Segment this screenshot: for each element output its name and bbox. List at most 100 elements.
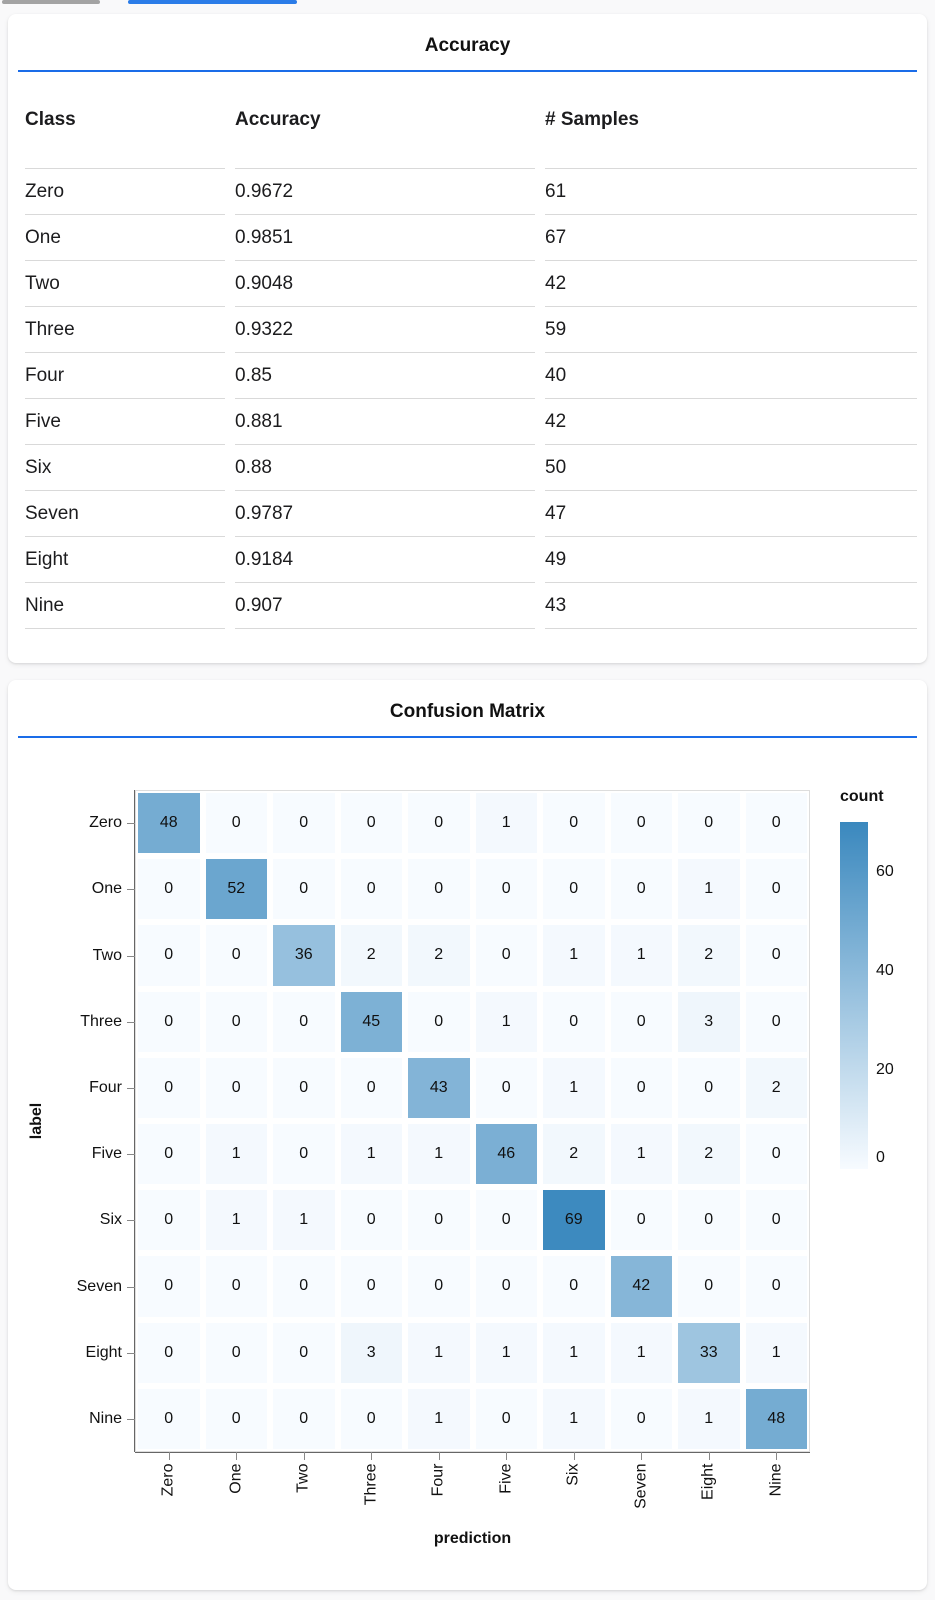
matrix-cell: 0	[743, 1187, 811, 1253]
y-tick	[127, 823, 135, 825]
matrix-cell-value: 1	[475, 1322, 537, 1383]
matrix-cell-value: 46	[475, 1124, 537, 1185]
y-tick-label: Three	[80, 1012, 122, 1030]
matrix-cell-value: 2	[678, 1124, 740, 1185]
matrix-cell: 42	[608, 1253, 676, 1319]
matrix-cell-value: 0	[340, 859, 402, 920]
matrix-cell-value: 0	[610, 859, 672, 920]
title-underline	[18, 70, 917, 72]
matrix-cell: 1	[270, 1187, 338, 1253]
matrix-cell: 0	[270, 1055, 338, 1121]
matrix-cell-value: 0	[273, 1322, 335, 1383]
matrix-cell: 0	[473, 1187, 541, 1253]
matrix-cell-value: 0	[205, 991, 267, 1052]
matrix-cell-value: 1	[543, 925, 605, 986]
x-axis-title: prediction	[433, 1530, 512, 1547]
matrix-cell-value: 0	[610, 1388, 672, 1449]
matrix-cell-value: 0	[205, 1388, 267, 1449]
matrix-cell-value: 0	[475, 1256, 537, 1317]
matrix-cell-value: 0	[138, 1256, 200, 1317]
title-underline	[18, 736, 917, 738]
x-tick	[506, 1452, 508, 1460]
matrix-cell-value: 0	[543, 793, 605, 854]
matrix-cell: 0	[203, 1386, 271, 1452]
cell-accuracy: 0.9672	[235, 169, 535, 215]
y-tick	[127, 889, 135, 891]
matrix-cell-value: 1	[610, 1322, 672, 1383]
matrix-cell-value: 0	[678, 1256, 740, 1317]
matrix-cell-value: 0	[273, 1057, 335, 1118]
matrix-cell: 0	[540, 790, 608, 856]
y-tick-label: Nine	[89, 1409, 122, 1427]
matrix-cell: 0	[608, 1187, 676, 1253]
matrix-cell-value: 1	[543, 1322, 605, 1383]
legend-tick-label: 60	[876, 862, 894, 880]
y-tick	[127, 955, 135, 957]
matrix-cell: 43	[405, 1055, 473, 1121]
column-header-class: Class	[25, 72, 225, 169]
matrix-cell: 0	[540, 1253, 608, 1319]
matrix-cell: 0	[135, 856, 203, 922]
cell-samples: 59	[545, 307, 917, 353]
matrix-cell-value: 0	[205, 1256, 267, 1317]
matrix-cell: 0	[608, 1055, 676, 1121]
cell-accuracy: 0.85	[235, 353, 535, 399]
matrix-cell-value: 1	[273, 1190, 335, 1251]
y-tick-label: Five	[91, 1145, 122, 1163]
matrix-cell-value: 0	[745, 925, 807, 986]
matrix-cell-value: 2	[340, 925, 402, 986]
y-tick	[127, 1087, 135, 1089]
matrix-cell: 48	[743, 1386, 811, 1452]
matrix-cell: 3	[338, 1320, 406, 1386]
accuracy-card-title: Accuracy	[424, 35, 511, 56]
matrix-cell: 0	[338, 1253, 406, 1319]
matrix-cell-value: 0	[543, 991, 605, 1052]
matrix-cell-value: 0	[138, 1322, 200, 1383]
legend-tick-label: 40	[876, 961, 894, 979]
matrix-cell-value: 0	[745, 1256, 807, 1317]
matrix-cell: 1	[540, 922, 608, 988]
matrix-cell: 0	[270, 856, 338, 922]
cell-class: Seven	[25, 491, 225, 537]
matrix-cell: 1	[540, 1386, 608, 1452]
matrix-cell-value: 0	[138, 1057, 200, 1118]
y-tick	[127, 1286, 135, 1288]
matrix-cell: 1	[405, 1386, 473, 1452]
matrix-cell: 0	[203, 1320, 271, 1386]
confusion-matrix-card: Confusion Matrix 48 0 0 0 0 1 0 0 0 0 0 52 0 0 0 0 0 0 1 0 0…	[8, 680, 927, 1590]
matrix-cell: 69	[540, 1187, 608, 1253]
matrix-cell-value: 0	[273, 991, 335, 1052]
matrix-cell: 0	[135, 1253, 203, 1319]
matrix-cell: 0	[270, 989, 338, 1055]
matrix-cell: 52	[203, 856, 271, 922]
matrix-cell-value: 0	[273, 1124, 335, 1185]
matrix-cell-value: 1	[543, 1388, 605, 1449]
cell-class: Two	[25, 261, 225, 307]
accuracy-table: Class Accuracy # Samples Zero 0.9672 61 One…	[25, 72, 917, 629]
matrix-cell: 1	[473, 790, 541, 856]
x-tick	[236, 1452, 238, 1460]
matrix-cell: 0	[338, 1386, 406, 1452]
cell-class: Nine	[25, 583, 225, 629]
cell-samples: 67	[545, 215, 917, 261]
cell-class: Eight	[25, 537, 225, 583]
matrix-cell: 0	[743, 1121, 811, 1187]
y-tick-label: Six	[99, 1211, 122, 1229]
matrix-cell: 0	[473, 1386, 541, 1452]
accuracy-card: Accuracy Class Accuracy # Samples Zero 0.…	[8, 14, 927, 663]
matrix-cell: 0	[473, 1055, 541, 1121]
matrix-cell: 0	[743, 856, 811, 922]
matrix-cell: 0	[405, 1253, 473, 1319]
matrix-cell-value: 1	[745, 1322, 807, 1383]
matrix-cell-value: 2	[408, 925, 470, 986]
cell-accuracy: 0.9322	[235, 307, 535, 353]
matrix-cell-value: 0	[475, 1190, 537, 1251]
cell-class: Three	[25, 307, 225, 353]
matrix-cell: 2	[675, 922, 743, 988]
matrix-cell-value: 43	[408, 1057, 470, 1118]
matrix-cell-value: 0	[745, 1124, 807, 1185]
y-tick-label: Two	[92, 946, 122, 964]
matrix-cell: 0	[405, 1187, 473, 1253]
matrix-cell-value: 0	[205, 793, 267, 854]
x-tick	[573, 1452, 575, 1460]
